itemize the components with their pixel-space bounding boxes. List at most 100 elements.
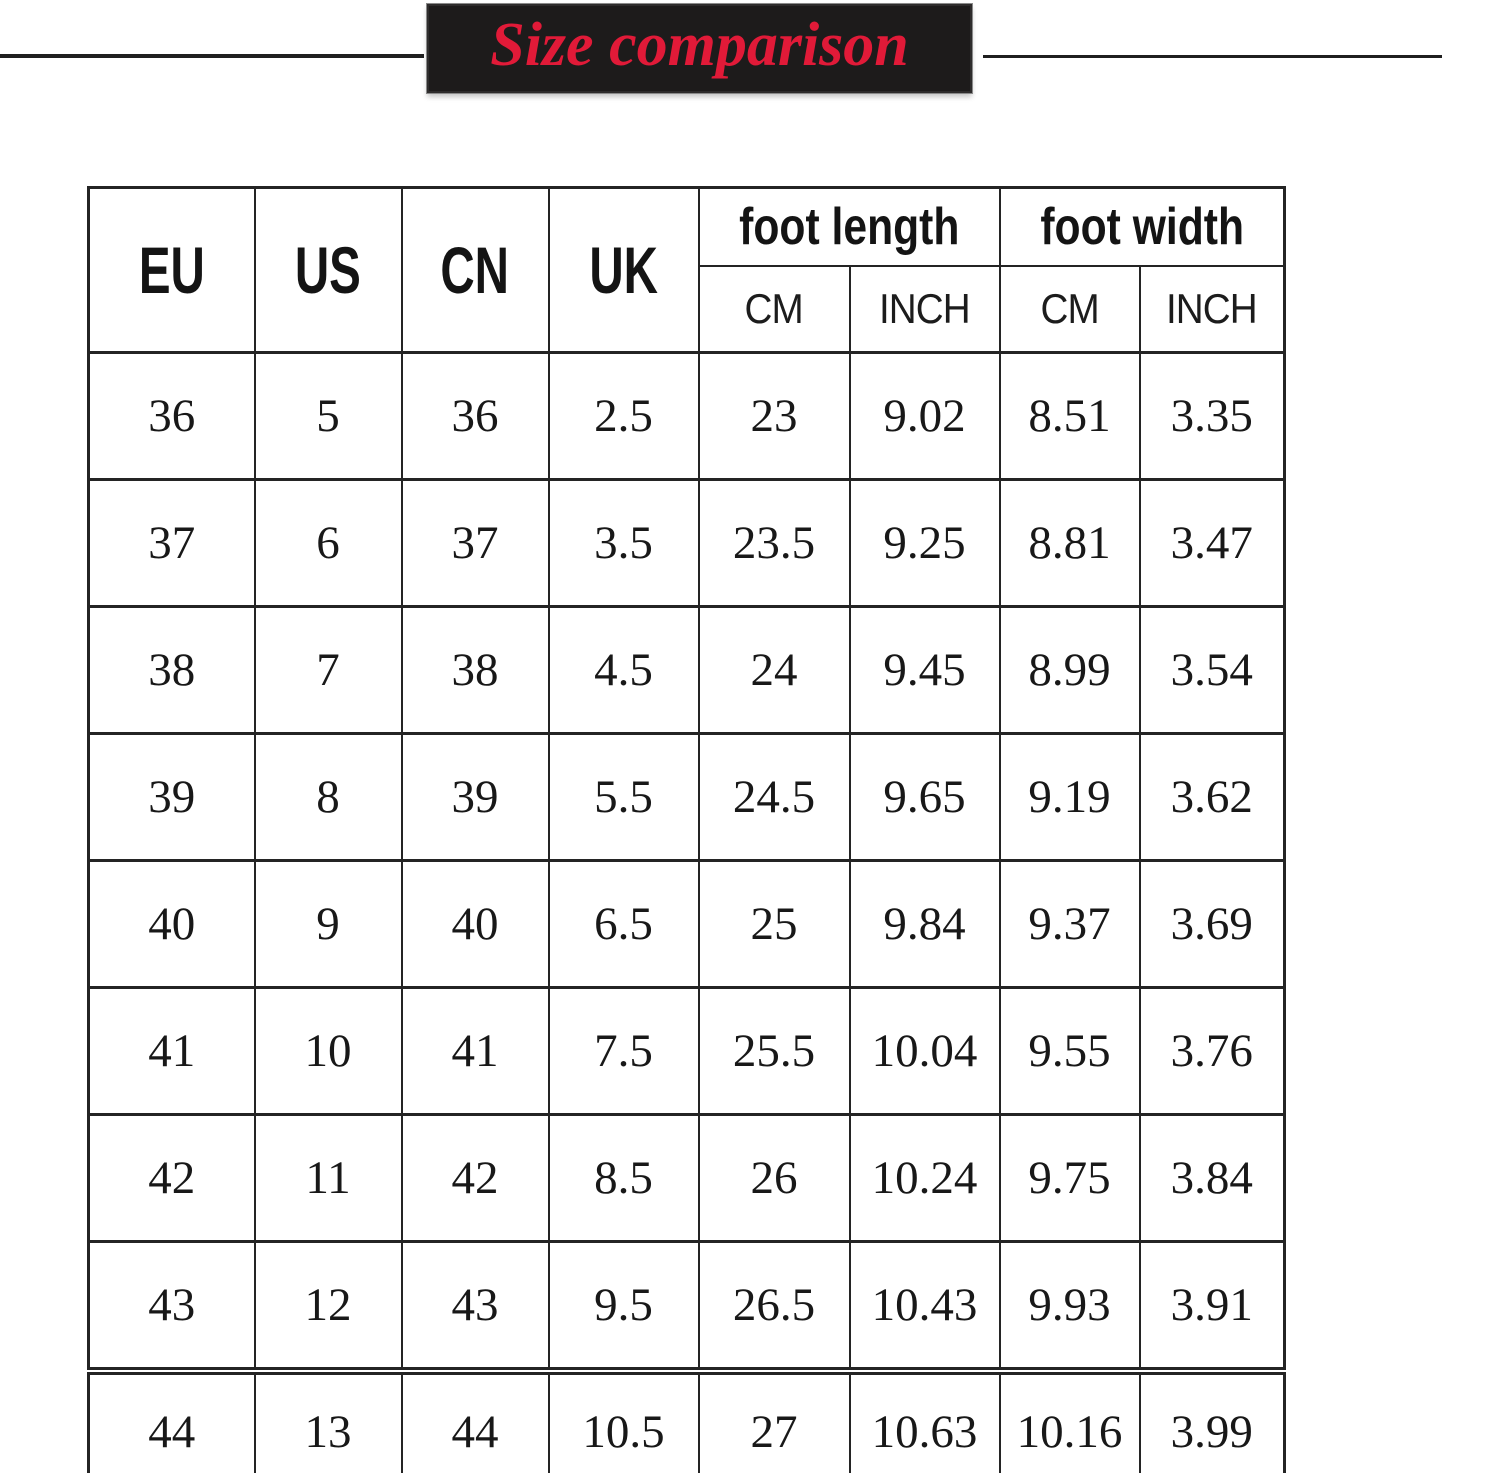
table-row: 42 11 42 8.5 26 10.24 9.75 3.84: [87, 1113, 1286, 1243]
size-cell: 9.84: [848, 859, 1001, 989]
table-row: 43 12 43 9.5 26.5 10.43 9.93 3.91: [87, 1240, 1286, 1373]
size-cell: 43: [87, 1240, 256, 1373]
size-cell: 10.5: [547, 1367, 700, 1473]
table-row: 44 13 44 10.5 27 10.63 10.16 3.99: [87, 1367, 1286, 1473]
size-cell: 5: [253, 351, 403, 481]
size-cell: 40: [400, 859, 550, 989]
size-cell: 3.84: [1138, 1113, 1286, 1243]
size-cell: 10.63: [848, 1367, 1001, 1473]
column-group-foot-length-label: foot length: [738, 198, 960, 256]
size-cell: 8.99: [998, 605, 1141, 735]
size-cell: 10.16: [998, 1367, 1141, 1473]
size-cell: 9.45: [848, 605, 1001, 735]
size-cell: 41: [400, 986, 550, 1116]
column-header-eu-label: EU: [138, 233, 205, 307]
table-body: 36 5 36 2.5 23 9.02 8.51 3.35 37 6 37 3.5 23.5 9.25 8.…: [87, 351, 1286, 1473]
size-cell: 23.5: [697, 478, 851, 608]
size-cell: 10.04: [848, 986, 1001, 1116]
size-cell: 3.35: [1138, 351, 1286, 481]
column-group-foot-width: foot width: [998, 186, 1286, 267]
size-cell: 8.51: [998, 351, 1141, 481]
size-cell: 9.25: [848, 478, 1001, 608]
size-cell: 7.5: [547, 986, 700, 1116]
table-row: 41 10 41 7.5 25.5 10.04 9.55 3.76: [87, 986, 1286, 1116]
size-cell: 3.62: [1138, 732, 1286, 862]
column-header-us: US: [253, 186, 403, 354]
size-cell: 6.5: [547, 859, 700, 989]
size-cell: 43: [400, 1240, 550, 1373]
size-cell: 3.69: [1138, 859, 1286, 989]
table-row: 39 8 39 5.5 24.5 9.65 9.19 3.62: [87, 732, 1286, 862]
title-divider-left: [0, 54, 424, 58]
size-cell: 27: [697, 1367, 851, 1473]
size-cell: 36: [87, 351, 256, 481]
column-header-eu: EU: [87, 186, 256, 354]
size-cell: 9: [253, 859, 403, 989]
size-cell: 39: [87, 732, 256, 862]
size-cell: 36: [400, 351, 550, 481]
subheader-length-cm-label: CM: [744, 285, 804, 332]
title-banner: Size comparison: [427, 4, 972, 93]
size-cell: 2.5: [547, 351, 700, 481]
size-cell: 39: [400, 732, 550, 862]
size-cell: 6: [253, 478, 403, 608]
column-group-foot-width-label: foot width: [1039, 198, 1244, 256]
size-cell: 8.81: [998, 478, 1141, 608]
size-cell: 37: [87, 478, 256, 608]
header-row-main: EU US CN UK foot length foot width: [87, 186, 1286, 354]
size-cell: 42: [400, 1113, 550, 1243]
size-cell: 41: [87, 986, 256, 1116]
table-header: EU US CN UK foot length foot width: [87, 186, 1286, 354]
size-cell: 10.43: [848, 1240, 1001, 1373]
size-cell: 4.5: [547, 605, 700, 735]
size-cell: 26.5: [697, 1240, 851, 1373]
column-header-cn: CN: [400, 186, 550, 354]
size-cell: 8: [253, 732, 403, 862]
size-cell: 38: [400, 605, 550, 735]
subheader-width-inch: INCH: [1138, 265, 1286, 354]
size-cell: 10.24: [848, 1113, 1001, 1243]
title-divider-right: [983, 55, 1442, 58]
size-cell: 9.65: [848, 732, 1001, 862]
size-cell: 9.37: [998, 859, 1141, 989]
size-cell: 9.93: [998, 1240, 1141, 1373]
table-row: 36 5 36 2.5 23 9.02 8.51 3.35: [87, 351, 1286, 481]
column-header-uk-label: UK: [589, 233, 658, 307]
size-cell: 42: [87, 1113, 256, 1243]
size-cell: 3.54: [1138, 605, 1286, 735]
size-cell: 38: [87, 605, 256, 735]
size-cell: 9.19: [998, 732, 1141, 862]
table-row: 38 7 38 4.5 24 9.45 8.99 3.54: [87, 605, 1286, 735]
page-title: Size comparison: [490, 10, 909, 79]
size-cell: 23: [697, 351, 851, 481]
size-cell: 5.5: [547, 732, 700, 862]
size-cell: 25: [697, 859, 851, 989]
size-cell: 37: [400, 478, 550, 608]
size-cell: 9.55: [998, 986, 1141, 1116]
size-cell: 8.5: [547, 1113, 700, 1243]
size-cell: 13: [253, 1367, 403, 1473]
subheader-length-inch: INCH: [848, 265, 1001, 354]
size-cell: 3.99: [1138, 1367, 1286, 1473]
size-cell: 3.47: [1138, 478, 1286, 608]
subheader-length-cm: CM: [697, 265, 851, 354]
size-cell: 25.5: [697, 986, 851, 1116]
size-cell: 11: [253, 1113, 403, 1243]
column-group-foot-length: foot length: [697, 186, 1001, 267]
subheader-width-inch-label: INCH: [1166, 285, 1258, 332]
size-cell: 26: [697, 1113, 851, 1243]
table-row: 37 6 37 3.5 23.5 9.25 8.81 3.47: [87, 478, 1286, 608]
size-cell: 3.76: [1138, 986, 1286, 1116]
size-cell: 44: [400, 1367, 550, 1473]
size-cell: 9.5: [547, 1240, 700, 1373]
column-header-cn-label: CN: [440, 233, 510, 307]
subheader-length-inch-label: INCH: [879, 285, 971, 332]
size-cell: 24: [697, 605, 851, 735]
size-cell: 12: [253, 1240, 403, 1373]
size-cell: 24.5: [697, 732, 851, 862]
subheader-width-cm: CM: [998, 265, 1141, 354]
size-comparison-table: EU US CN UK foot length foot width: [87, 186, 1287, 1473]
size-cell: 7: [253, 605, 403, 735]
column-header-uk: UK: [547, 186, 700, 354]
